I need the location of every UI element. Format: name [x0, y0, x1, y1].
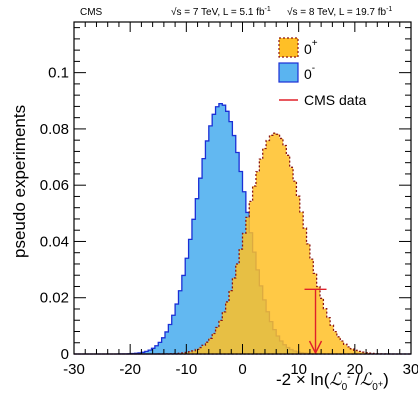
- y-tick-label: 0.06: [40, 177, 69, 194]
- y-tick-label: 0.1: [48, 65, 69, 82]
- y-tick-label: 0.04: [40, 233, 69, 250]
- legend-swatch-0minus: [278, 62, 299, 83]
- series-layer: [74, 103, 412, 355]
- histogram-0plus: [74, 132, 412, 355]
- observed-arrowhead: [308, 340, 323, 355]
- y-tick-label: 0.02: [40, 290, 69, 307]
- x-tick-label: -30: [63, 361, 85, 378]
- legend-label-0minus: 0-: [304, 63, 315, 82]
- plot-frame: [73, 21, 412, 355]
- legend-swatch-0plus: [278, 37, 299, 58]
- ticks-layer: -30 -20 -10 0 10 20 30 0 0.02 0.04 0.06 0.08 0.1: [40, 22, 418, 378]
- x-tick-label: -20: [119, 361, 141, 378]
- observed-layer: [304, 288, 327, 355]
- legend: 0+ 0- CMS data: [278, 37, 366, 108]
- x-tick-label: 30: [403, 361, 418, 378]
- x-tick-label: 0: [238, 361, 246, 378]
- y-axis-title: pseudo experiments: [10, 105, 29, 258]
- y-tick-label: 0: [61, 346, 69, 363]
- plot-area: -30 -20 -10 0 10 20 30 0 0.02 0.04 0.06 0.08 0.1: [40, 21, 418, 378]
- x-axis-title: -2 × ln(ℒ0- /ℒ0+): [276, 370, 389, 393]
- x-tick-label: 20: [346, 361, 363, 378]
- y-tick-label: 0.08: [40, 121, 69, 138]
- x-tick-label: -10: [175, 361, 197, 378]
- lumi-7tev-label: √s = 7 TeV, L = 5.1 fb-1: [171, 6, 271, 18]
- experiment-label: CMS: [80, 7, 103, 18]
- legend-label-0plus: 0+: [304, 38, 318, 57]
- legend-label-cms-data: CMS data: [304, 92, 366, 108]
- lumi-8tev-label: √s = 8 TeV, L = 19.7 fb-1: [287, 6, 392, 18]
- x-tick-label: 10: [290, 361, 307, 378]
